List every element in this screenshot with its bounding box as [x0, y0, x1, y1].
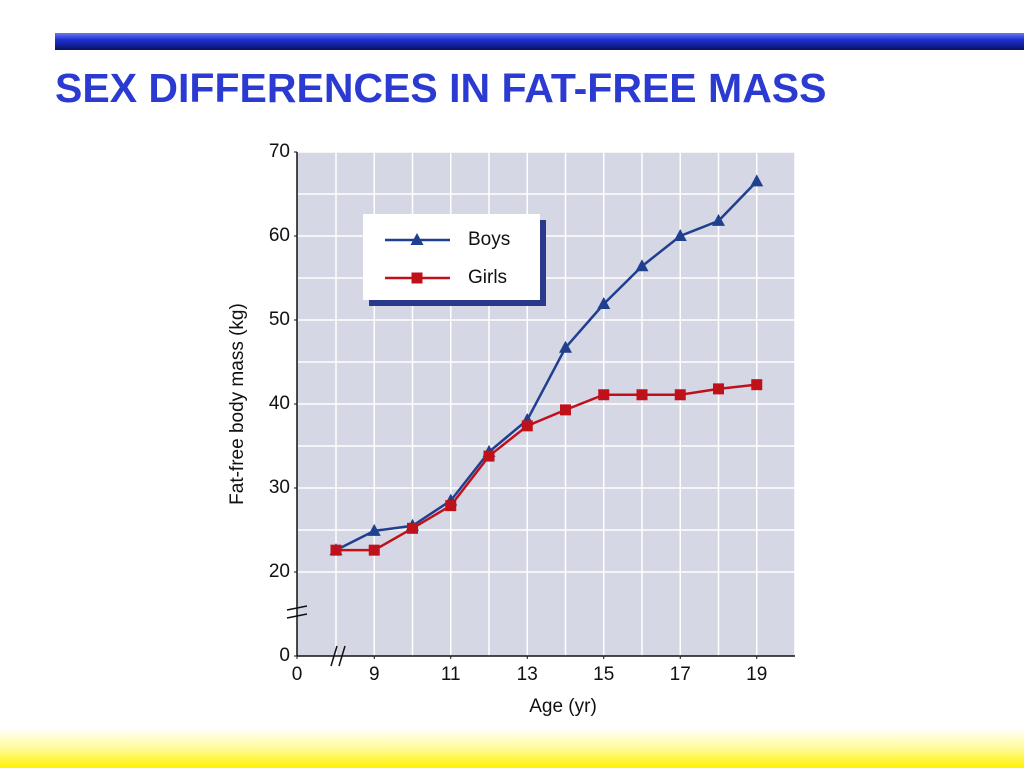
marker: [559, 340, 572, 353]
x-axis-break: [330, 645, 346, 667]
x-tick-label: 17: [670, 664, 691, 685]
marker: [367, 523, 381, 536]
marker: [560, 404, 571, 416]
y-tick-label: 50: [269, 309, 290, 330]
y-tick-label: 20: [269, 561, 290, 582]
legend-label: Boys: [468, 229, 510, 250]
y-tick-label: 40: [269, 393, 290, 414]
marker: [410, 233, 424, 245]
x-tick-label: 0: [292, 664, 303, 685]
x-tick-label: 15: [593, 664, 614, 685]
y-axis-label: Fat-free body mass (kg): [227, 303, 248, 505]
header-bar: [55, 33, 1024, 50]
footer-bar: [0, 728, 1024, 768]
marker: [411, 272, 423, 284]
y-tick-label: 0: [279, 645, 290, 666]
x-tick-label: 9: [369, 664, 380, 685]
legend-box: [363, 214, 540, 300]
x-tick-label: 19: [746, 664, 767, 685]
marker: [674, 389, 686, 401]
marker: [751, 379, 763, 391]
marker: [521, 420, 533, 432]
legend-label: Girls: [468, 267, 507, 288]
marker: [368, 544, 380, 556]
marker: [483, 450, 495, 462]
marker: [598, 389, 610, 401]
series-line: [336, 383, 757, 552]
marker: [750, 174, 764, 187]
x-tick-label: 11: [441, 664, 461, 685]
marker: [635, 259, 649, 272]
y-tick-label: 70: [269, 141, 290, 162]
y-tick-label: 60: [269, 225, 290, 246]
marker: [673, 229, 687, 241]
x-tick-label: 13: [517, 664, 538, 685]
marker: [712, 213, 725, 226]
y-tick-label: 30: [269, 477, 290, 498]
x-axis-label: Age (yr): [529, 696, 597, 717]
y-axis-break: [286, 605, 308, 619]
series-line: [335, 180, 758, 552]
marker: [407, 522, 418, 534]
marker: [713, 383, 724, 395]
marker: [330, 544, 342, 556]
slide-title: SEX DIFFERENCES IN FAT-FREE MASS: [55, 65, 827, 111]
marker: [636, 389, 648, 401]
marker: [597, 297, 611, 310]
marker: [445, 500, 457, 512]
